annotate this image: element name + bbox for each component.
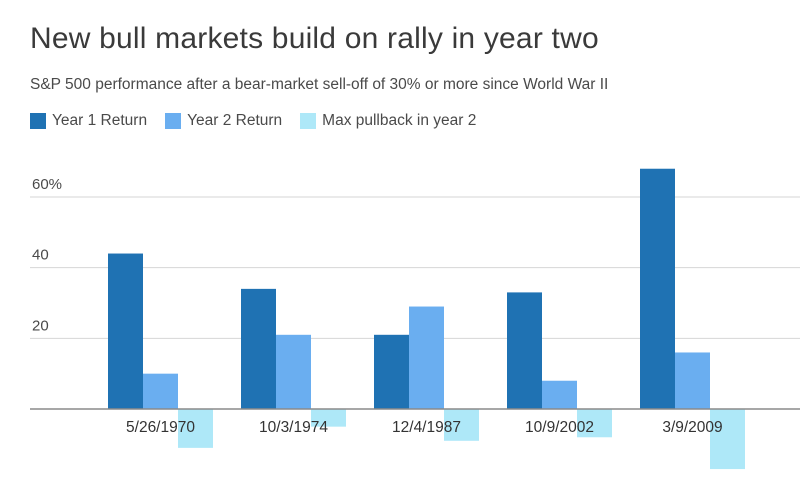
bar-pullback-1 — [311, 409, 346, 427]
legend-swatch-year1 — [30, 113, 46, 129]
legend-label-year2: Year 2 Return — [187, 112, 283, 129]
bar-year1-3 — [507, 292, 542, 409]
bar-year1-2 — [374, 334, 409, 409]
chart-subtitle: S&P 500 performance after a bear-market … — [30, 76, 609, 93]
bar-year1-1 — [241, 288, 276, 409]
bar-pullback-2 — [444, 409, 479, 441]
x-tick-label-3: 10/9/2002 — [525, 419, 594, 436]
bar-pullback-4 — [710, 409, 745, 470]
legend-label-pullback: Max pullback in year 2 — [322, 112, 477, 129]
bar-year2-1 — [276, 334, 311, 409]
legend-item-pullback: Max pullback in year 2 — [300, 112, 476, 130]
x-tick-label-0: 5/26/1970 — [126, 419, 195, 436]
chart-legend: Year 1 Return Year 2 Return Max pullback… — [30, 112, 476, 130]
x-tick-label-2: 12/4/1987 — [392, 419, 461, 436]
x-tick-label-4: 3/9/2009 — [662, 419, 722, 436]
legend-swatch-pullback — [300, 113, 317, 129]
bar-year2-0 — [143, 373, 178, 409]
x-tick-label-1: 10/3/1974 — [259, 419, 328, 436]
legend-item-year2: Year 2 Return — [165, 112, 282, 130]
y-tick-label-0: 20 — [32, 317, 49, 334]
y-tick-label-1: 40 — [32, 247, 49, 264]
bar-pullback-3 — [577, 409, 612, 438]
bar-year2-4 — [675, 352, 710, 409]
legend-label-year1: Year 1 Return — [52, 112, 148, 129]
bar-year1-0 — [108, 253, 143, 409]
bar-year1-4 — [640, 168, 675, 409]
bar-year2-2 — [409, 306, 444, 409]
chart-title: New bull markets build on rally in year … — [30, 22, 599, 55]
legend-swatch-year2 — [165, 113, 182, 129]
bar-pullback-0 — [178, 409, 213, 448]
y-tick-label-2: 60% — [32, 176, 62, 193]
legend-item-year1: Year 1 Return — [30, 112, 147, 130]
bar-year2-3 — [542, 380, 577, 409]
